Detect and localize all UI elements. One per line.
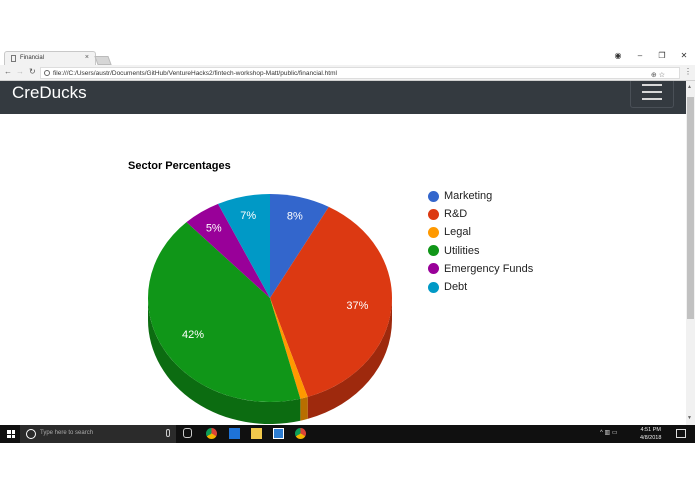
system-tray[interactable]: ^ ▥ ▭ [600, 430, 618, 436]
legend-label: Marketing [444, 190, 493, 203]
legend-dot-icon [428, 190, 439, 202]
address-bar-row: ← → ↻ file:///C:/Users/austr/Documents/G… [0, 65, 695, 81]
url-text: file:///C:/Users/austr/Documents/GitHub/… [53, 70, 337, 77]
search-placeholder: Type here to search [40, 430, 94, 436]
legend-item[interactable]: Utilities [428, 242, 533, 260]
legend-item[interactable]: Legal [428, 223, 533, 241]
pie-slice-legal[interactable] [270, 298, 308, 399]
clock-time: 4:51 PM [640, 427, 661, 433]
pie-slice-debt[interactable] [218, 194, 270, 298]
pie-slice-r-d[interactable] [270, 206, 392, 397]
slice-percent-label: 37% [346, 300, 368, 312]
pie-slice-side [148, 298, 301, 424]
brand-logo[interactable]: CreDucks [12, 83, 87, 102]
hamburger-line [642, 91, 662, 93]
chrome-active-icon[interactable] [295, 428, 306, 439]
scroll-up-icon[interactable]: ▲ [687, 84, 692, 90]
blank-area [0, 443, 695, 494]
site-navbar: CreDucks [0, 81, 686, 114]
zoom-bookmark-icons[interactable]: ⊕ ☆ [650, 72, 665, 79]
legend-dot-icon [428, 281, 439, 293]
legend-item[interactable]: Marketing [428, 187, 533, 205]
info-icon[interactable] [44, 70, 50, 76]
legend-item[interactable]: Debt [428, 278, 533, 296]
legend-item[interactable]: R&D [428, 205, 533, 223]
legend-label: R&D [444, 208, 468, 221]
pie-slices [148, 194, 392, 402]
scroll-thumb[interactable] [687, 97, 694, 319]
hamburger-line [642, 98, 662, 100]
pie-slice-emergency-funds[interactable] [186, 203, 270, 298]
slice-percent-label: 5% [206, 222, 222, 234]
legend-dot-icon [428, 226, 439, 238]
app-icon[interactable] [273, 428, 284, 439]
browser-menu-icon[interactable]: ⋮ [684, 67, 692, 76]
slice-percent-label: 42% [182, 329, 204, 341]
store-icon[interactable] [229, 428, 240, 439]
pie-slice-utilities[interactable] [148, 222, 301, 402]
slice-percent-label: 7% [240, 210, 256, 222]
legend-dot-icon [428, 245, 439, 257]
legend-dot-icon [428, 208, 439, 220]
windows-taskbar: Type here to search ^ ▥ ▭ 4:51 PM 4/8/20… [0, 425, 695, 443]
slice-percent-label: 8% [287, 210, 303, 222]
chrome-icon[interactable] [206, 428, 217, 439]
scroll-down-icon[interactable]: ▼ [687, 415, 692, 421]
task-view-icon[interactable] [183, 428, 192, 438]
account-icon[interactable]: ◉ [614, 51, 622, 60]
microphone-icon[interactable] [166, 429, 170, 437]
reload-button[interactable]: ↻ [29, 67, 36, 76]
tab-financial[interactable]: Financial × [4, 51, 96, 65]
file-explorer-icon[interactable] [251, 428, 262, 439]
hamburger-line [642, 84, 662, 86]
pie-slice-marketing[interactable] [270, 194, 329, 298]
tab-title: Financial [20, 55, 45, 61]
chart-title: Sector Percentages [128, 160, 231, 172]
vertical-scrollbar[interactable]: ▲ ▼ [686, 81, 695, 425]
navbar-toggler-button[interactable] [630, 81, 674, 108]
restore-button[interactable]: ❐ [658, 51, 666, 60]
taskbar-clock[interactable]: 4:51 PM 4/8/2018 [640, 426, 661, 442]
window-controls: ◉ – ❐ ✕ [607, 51, 695, 63]
close-button[interactable]: ✕ [680, 51, 688, 60]
legend-dot-icon [428, 263, 439, 275]
legend-item[interactable]: Emergency Funds [428, 260, 533, 278]
clock-date: 4/8/2018 [640, 435, 662, 441]
tab-close-icon[interactable]: × [84, 54, 89, 61]
pie-labels: 8% 37% 42% 5% 7% [182, 210, 369, 341]
taskbar-search-input[interactable]: Type here to search [20, 425, 176, 443]
url-input[interactable]: file:///C:/Users/austr/Documents/GitHub/… [40, 67, 680, 79]
forward-button[interactable]: → [16, 67, 24, 76]
windows-start-icon[interactable] [7, 430, 15, 438]
pie-slice-side [300, 396, 308, 421]
legend-label: Utilities [444, 244, 480, 257]
pie-slice-side [307, 298, 392, 419]
notification-center-icon[interactable] [676, 429, 686, 438]
pie-chart: 8% 37% 42% 5% 7% [148, 194, 392, 424]
document-icon [11, 55, 16, 62]
browser-tabstrip: Financial × ◉ – ❐ ✕ [0, 48, 695, 65]
legend-label: Debt [444, 281, 468, 294]
legend-label: Legal [444, 226, 471, 239]
legend-label: Emergency Funds [444, 262, 534, 275]
cortana-icon [26, 429, 36, 439]
minimize-button[interactable]: – [637, 51, 643, 60]
chart-legend: Marketing R&D Legal Utilities Emergency Fund… [428, 187, 533, 296]
back-button[interactable]: ← [4, 67, 12, 76]
pie-depth [148, 298, 392, 424]
